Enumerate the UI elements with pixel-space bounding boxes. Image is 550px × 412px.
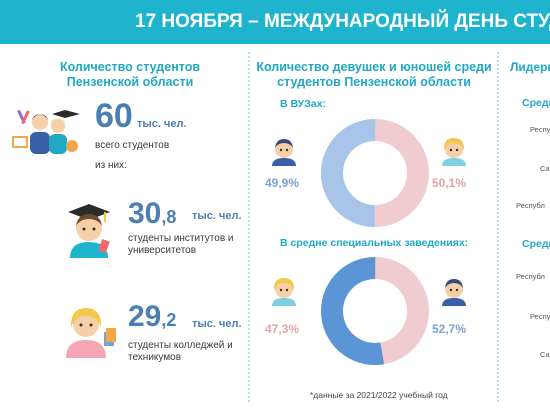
vuz-label: В ВУЗах: xyxy=(280,98,326,110)
college-students-value: 29,2 xyxy=(128,300,177,333)
leaders-item: Республ xyxy=(516,272,545,281)
students-count-title: Количество студентов Пензенской области xyxy=(59,60,201,89)
spo-male-slice xyxy=(320,257,429,365)
leaders-title: Лидерь xyxy=(510,60,550,74)
college-students-unit: тыс. чел. xyxy=(192,318,242,330)
banner-title: 17 НОЯБРЯ – МЕЖДУНАРОДНЫЙ ДЕНЬ СТУД xyxy=(135,11,550,32)
vuz-female-percent: 50,1% xyxy=(432,176,467,190)
vuz-male-percent: 49,9% xyxy=(265,176,300,190)
leaders-item: Са xyxy=(540,350,550,359)
male-avatar-icon xyxy=(442,279,466,306)
university-student-avatar xyxy=(68,204,110,258)
leaders-item: Республ xyxy=(516,201,545,210)
male-avatar-icon xyxy=(272,139,296,166)
leaders-section-2: Среди xyxy=(522,238,550,250)
header-banner: 17 НОЯБРЯ – МЕЖДУНАРОДНЫЙ ДЕНЬ СТУД xyxy=(0,0,550,44)
students-group-illustration xyxy=(12,109,80,154)
college-students-caption: студенты колледжей и техникумов xyxy=(128,340,233,363)
data-footnote: *данные за 2021/2022 учебный год xyxy=(310,390,448,400)
column-divider-right xyxy=(497,52,499,402)
university-students-value: 30,8 xyxy=(128,197,177,230)
vuz-male-slice xyxy=(321,119,429,227)
spo-male-percent: 52,7% xyxy=(432,322,467,336)
total-students-caption: всего студентов xyxy=(95,140,170,151)
of-them-label: из них: xyxy=(95,160,127,171)
university-students-caption: студенты институтов и университетов xyxy=(128,233,234,256)
total-students-value: 60 xyxy=(95,97,133,135)
spo-donut-chart xyxy=(320,257,429,365)
gender-ratio-title: Количество девушек и юношей среди студен… xyxy=(256,60,492,89)
female-avatar-icon xyxy=(272,278,296,306)
vuz-donut-chart xyxy=(321,119,429,227)
leaders-item: Респу xyxy=(530,125,550,134)
column-divider-left xyxy=(248,52,250,402)
female-avatar-icon xyxy=(442,138,466,166)
college-student-avatar xyxy=(66,308,116,358)
total-students-unit: тыс. чел. xyxy=(137,118,187,130)
leaders-item: Республ xyxy=(530,312,550,321)
spo-label: В средне специальных заведениях: xyxy=(280,237,469,249)
university-students-unit: тыс. чел. xyxy=(192,210,242,222)
leaders-section-1: Среди xyxy=(522,97,550,109)
leaders-item: Са xyxy=(540,164,550,173)
spo-female-percent: 47,3% xyxy=(265,322,300,336)
